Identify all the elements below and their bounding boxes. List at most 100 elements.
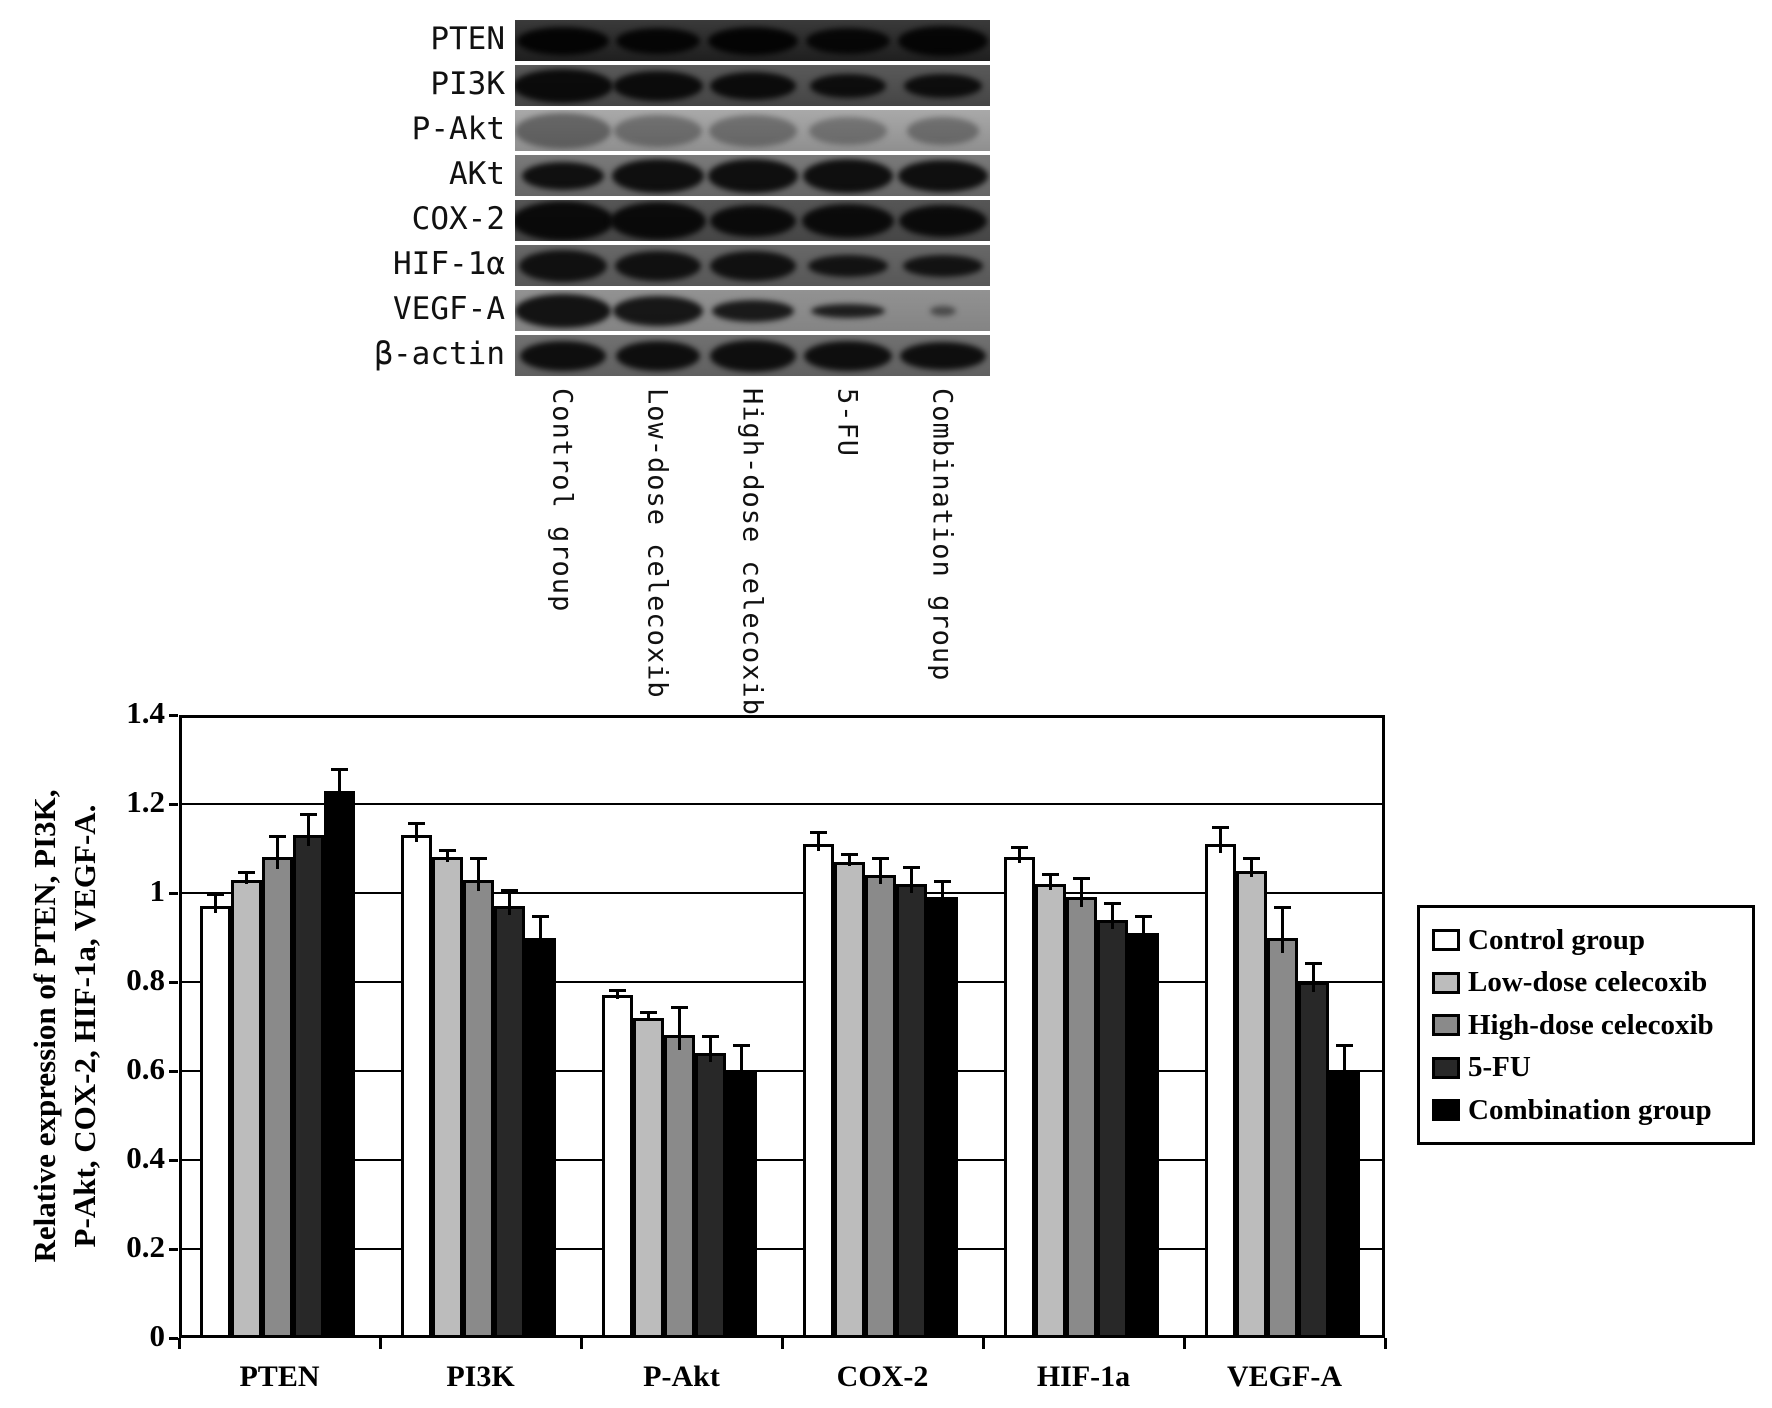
- y-axis-tick: [169, 713, 178, 717]
- blot-band: [929, 305, 956, 316]
- blot-band: [898, 204, 987, 237]
- blot-band: [515, 293, 611, 328]
- error-bar-cap: [1042, 872, 1059, 876]
- error-bar-cap: [733, 1044, 750, 1048]
- blot-band: [903, 73, 982, 98]
- error-bar-line: [415, 821, 418, 842]
- y-axis-tick: [169, 1247, 178, 1251]
- blot-band: [709, 204, 796, 237]
- legend-label: 5-FU: [1468, 1051, 1531, 1083]
- y-axis-title: Relative expression of PTEN, PI3K, P-Akt…: [25, 676, 109, 1376]
- error-bar-cap: [408, 821, 425, 825]
- legend-item-5-FU: 5-FU: [1432, 1051, 1740, 1084]
- bar-COX-2-5-FU: [896, 884, 927, 1338]
- legend-item-Low-dose celecoxib: Low-dose celecoxib: [1432, 966, 1740, 999]
- bar-chart-plot-area: [179, 715, 1385, 1338]
- gridline-0.4: [182, 1159, 1382, 1161]
- blot-band: [808, 116, 887, 145]
- blot-band: [803, 340, 892, 371]
- error-bar-line: [678, 1006, 681, 1050]
- x-axis-tick: [981, 1338, 985, 1349]
- blot-band: [709, 250, 796, 281]
- error-bar-line: [446, 848, 449, 862]
- error-bar-cap: [439, 848, 456, 852]
- bar-HIF-1a-Low-dose celecoxib: [1035, 884, 1066, 1338]
- bar-PTEN-Control group: [200, 906, 231, 1338]
- error-bar-line: [879, 857, 882, 885]
- error-bar-cap: [331, 768, 348, 772]
- error-bar-line: [848, 852, 851, 867]
- error-bar-cap: [1274, 906, 1291, 910]
- y-tick-label: 1.4: [126, 695, 165, 730]
- error-bar-cap: [501, 888, 518, 892]
- legend-label: Low-dose celecoxib: [1468, 966, 1708, 998]
- bar-P-Akt-5-FU: [695, 1053, 726, 1338]
- bar-P-Akt-High-dose celecoxib: [664, 1035, 695, 1338]
- bar-PTEN-High-dose celecoxib: [262, 857, 293, 1338]
- gridline-1.0: [182, 892, 1382, 894]
- blot-band: [902, 254, 983, 277]
- error-bar-line: [1312, 961, 1315, 992]
- blot-band: [521, 161, 604, 190]
- blot-lane-label: 5-FU: [831, 388, 863, 458]
- error-bar-cap: [609, 988, 626, 992]
- error-bar-line: [1343, 1044, 1346, 1085]
- y-tick-label: 0: [149, 1318, 166, 1353]
- bar-VEGF-A-Control group: [1205, 844, 1236, 1338]
- error-bar-line: [740, 1044, 743, 1085]
- error-bar-line: [1250, 857, 1253, 878]
- blot-band: [810, 303, 885, 318]
- bar-VEGF-A-Low-dose celecoxib: [1236, 870, 1267, 1338]
- blot-lane-label: Low-dose celecoxib: [641, 388, 673, 699]
- gridline-1.2: [182, 803, 1382, 805]
- blot-band: [515, 112, 611, 149]
- blot-band: [711, 299, 794, 322]
- blot-lane-label: Control group: [546, 388, 578, 613]
- error-bar-cap: [1305, 961, 1322, 965]
- blot-row-β-actin: [515, 335, 990, 376]
- error-bar-line: [1049, 872, 1052, 890]
- error-bar-line: [817, 830, 820, 851]
- blot-band: [802, 158, 893, 193]
- legend-item-High-dose celecoxib: High-dose celecoxib: [1432, 1009, 1740, 1042]
- bar-P-Akt-Control group: [602, 995, 633, 1338]
- blot-band: [519, 340, 606, 371]
- bar-HIF-1a-5-FU: [1097, 919, 1128, 1338]
- error-bar-cap: [1212, 826, 1229, 830]
- bar-PTEN-Combination group: [324, 790, 355, 1338]
- y-tick-label: 0.6: [126, 1051, 165, 1086]
- bar-P-Akt-Combination group: [726, 1071, 757, 1338]
- error-bar-cap: [934, 879, 951, 883]
- y-axis-tick: [169, 1336, 178, 1340]
- bar-PI3K-Low-dose celecoxib: [432, 857, 463, 1338]
- legend-item-Control group: Control group: [1432, 924, 1740, 957]
- error-bar-line: [338, 768, 341, 802]
- y-tick-label: 1: [149, 873, 166, 908]
- bar-VEGF-A-Combination group: [1329, 1071, 1360, 1338]
- error-bar-cap: [207, 893, 224, 896]
- blot-row-label: AKt: [449, 155, 505, 192]
- blot-band: [807, 254, 888, 277]
- blot-row-P-Akt: [515, 110, 990, 151]
- blot-band: [707, 26, 798, 55]
- bar-COX-2-Low-dose celecoxib: [834, 861, 865, 1338]
- blot-band: [518, 249, 607, 282]
- error-bar-line: [214, 893, 217, 914]
- y-axis-tick: [169, 802, 178, 806]
- blot-band: [612, 295, 703, 326]
- blot-band: [516, 26, 609, 55]
- error-bar-line: [1080, 877, 1083, 908]
- legend-swatch: [1432, 1099, 1460, 1121]
- error-bar-line: [307, 812, 310, 847]
- x-category-label-HIF-1a: HIF-1a: [1036, 1360, 1131, 1393]
- blot-row-label: P-Akt: [411, 110, 505, 147]
- error-bar-cap: [470, 857, 487, 861]
- blot-band: [897, 25, 988, 56]
- bar-PTEN-Low-dose celecoxib: [231, 879, 262, 1338]
- bar-PI3K-Combination group: [525, 937, 556, 1338]
- blot-lane-label: Combination group: [926, 388, 958, 682]
- bar-HIF-1a-Combination group: [1128, 933, 1159, 1338]
- blot-band: [809, 73, 886, 98]
- blot-row-label: β-actin: [374, 335, 505, 372]
